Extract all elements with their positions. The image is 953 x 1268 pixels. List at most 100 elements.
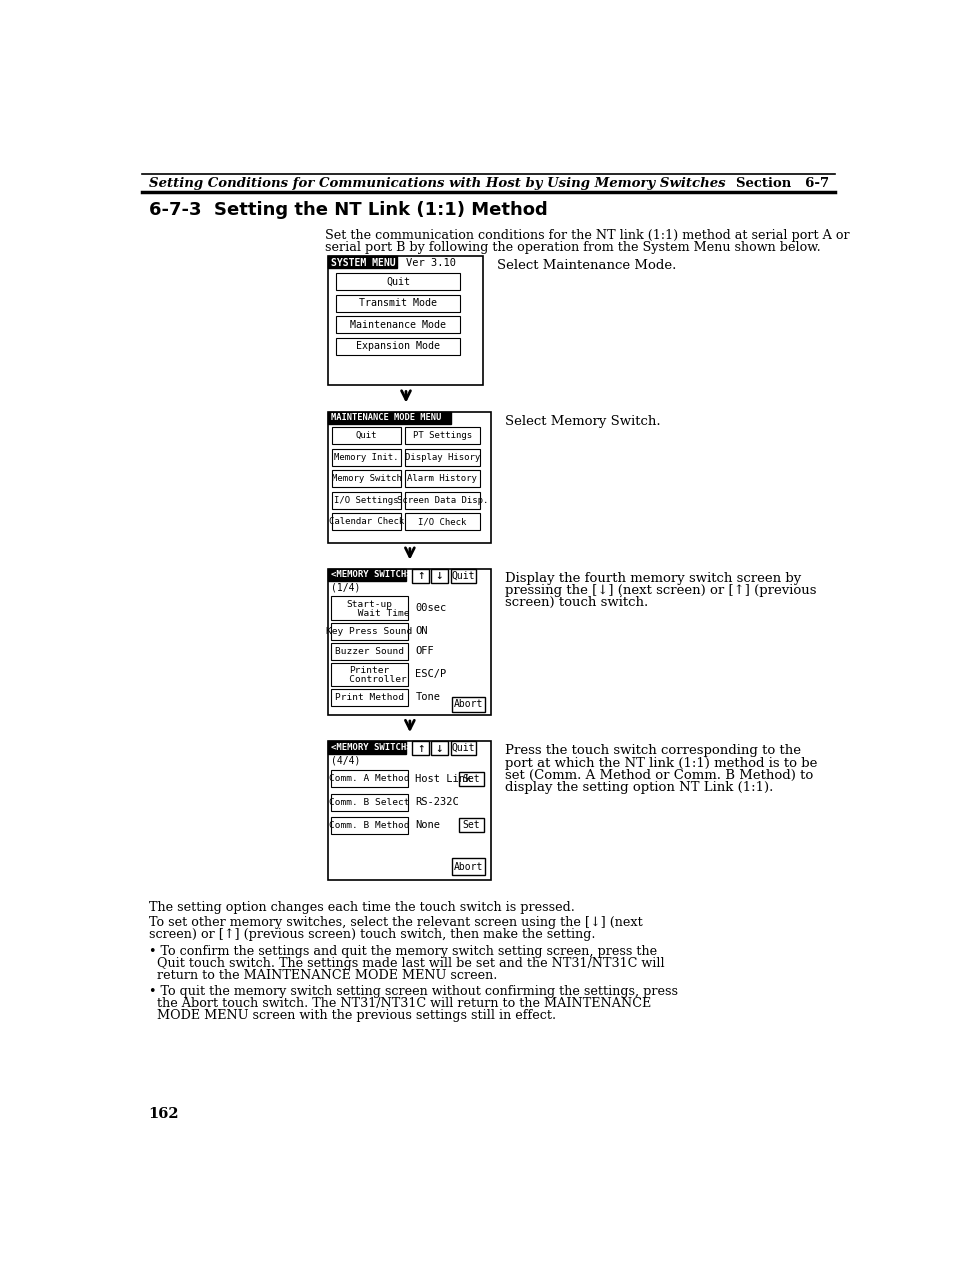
Text: screen) touch switch.: screen) touch switch. (505, 596, 648, 610)
Bar (328, 256, 396, 269)
Bar (328, 412, 491, 543)
Bar (458, 772, 483, 786)
Text: Quit: Quit (355, 431, 376, 440)
Bar (332, 514, 400, 530)
Text: Expansion Mode: Expansion Mode (355, 341, 439, 351)
Bar (405, 492, 479, 508)
Bar (405, 427, 479, 444)
Text: Set: Set (462, 773, 479, 784)
Bar (331, 623, 408, 639)
Text: Quit: Quit (451, 743, 475, 753)
Text: I/O Check: I/O Check (417, 517, 466, 526)
Text: Tone: Tone (415, 692, 440, 702)
Bar (332, 427, 400, 444)
Text: Start-up: Start-up (346, 600, 393, 609)
Text: Key Press Sound: Key Press Sound (326, 626, 413, 635)
Bar (331, 771, 408, 787)
Text: ESC/P: ESC/P (415, 670, 446, 680)
Text: Wait Time: Wait Time (329, 609, 410, 618)
Text: 00sec: 00sec (415, 604, 446, 612)
Text: ↓: ↓ (436, 569, 442, 582)
Text: SYSTEM MENU: SYSTEM MENU (331, 257, 395, 268)
Text: 6-7-3  Setting the NT Link (1:1) Method: 6-7-3 Setting the NT Link (1:1) Method (149, 200, 547, 218)
Text: port at which the NT link (1:1) method is to be: port at which the NT link (1:1) method i… (505, 757, 817, 770)
Text: Set the communication conditions for the NT link (1:1) method at serial port A o: Set the communication conditions for the… (324, 230, 848, 242)
Text: Select Memory Switch.: Select Memory Switch. (505, 415, 660, 427)
Bar (412, 569, 429, 582)
Text: Comm. B Method: Comm. B Method (329, 820, 410, 829)
Text: Controller: Controller (332, 675, 407, 683)
Bar (405, 470, 479, 487)
Bar (328, 256, 483, 385)
Text: Buzzer Sound: Buzzer Sound (335, 647, 404, 656)
Text: Set: Set (462, 820, 479, 831)
Text: Section   6-7: Section 6-7 (736, 176, 828, 190)
Bar (405, 514, 479, 530)
Text: ON: ON (415, 626, 427, 637)
Text: <MEMORY SWITCH>: <MEMORY SWITCH> (331, 571, 411, 579)
Text: serial port B by following the operation from the System Menu shown below.: serial port B by following the operation… (324, 241, 820, 255)
Text: return to the MAINTENANCE MODE MENU screen.: return to the MAINTENANCE MODE MENU scre… (149, 969, 497, 981)
Bar (328, 742, 406, 753)
Text: Transmit Mode: Transmit Mode (359, 298, 436, 308)
Bar (431, 742, 447, 754)
Text: To set other memory switches, select the relevant screen using the [↓] (next: To set other memory switches, select the… (149, 917, 641, 929)
Bar (431, 569, 447, 582)
Text: (4/4): (4/4) (331, 754, 360, 765)
Bar (451, 569, 476, 582)
Bar (331, 794, 408, 810)
Text: PT Settings: PT Settings (413, 431, 472, 440)
Bar (331, 663, 408, 686)
Text: Printer: Printer (349, 666, 389, 676)
Text: MAINTENANCE MODE MENU: MAINTENANCE MODE MENU (331, 413, 440, 422)
Text: pressing the [↓] (next screen) or [↑] (previous: pressing the [↓] (next screen) or [↑] (p… (505, 585, 816, 597)
Bar (412, 742, 429, 754)
Text: <MEMORY SWITCH>: <MEMORY SWITCH> (331, 743, 411, 752)
Text: Comm. B Select: Comm. B Select (329, 798, 410, 806)
Text: (1/4): (1/4) (331, 582, 360, 592)
Text: the Abort touch switch. The NT31/NT31C will return to the MAINTENANCE: the Abort touch switch. The NT31/NT31C w… (149, 997, 650, 1011)
Text: set (Comm. A Method or Comm. B Method) to: set (Comm. A Method or Comm. B Method) t… (505, 768, 813, 782)
Bar (332, 470, 400, 487)
Text: Setting Conditions for Communications with Host by Using Memory Switches: Setting Conditions for Communications wi… (149, 176, 724, 190)
Bar (335, 337, 459, 355)
Bar (451, 742, 476, 754)
Bar (328, 569, 406, 581)
Text: 162: 162 (149, 1107, 179, 1121)
Text: ↓: ↓ (436, 742, 442, 754)
Text: display the setting option NT Link (1:1).: display the setting option NT Link (1:1)… (505, 781, 773, 794)
Text: ↑: ↑ (416, 742, 424, 754)
Bar (332, 492, 400, 508)
Text: None: None (415, 820, 440, 831)
Text: MODE MENU screen with the previous settings still in effect.: MODE MENU screen with the previous setti… (149, 1009, 556, 1022)
Text: Select Maintenance Mode.: Select Maintenance Mode. (497, 259, 676, 273)
Text: I/O Settings: I/O Settings (334, 496, 398, 505)
Bar (452, 696, 484, 711)
Bar (331, 689, 408, 706)
Bar (458, 818, 483, 832)
Text: Quit: Quit (386, 276, 410, 287)
Bar (335, 273, 459, 290)
Text: Calendar Check: Calendar Check (329, 517, 404, 526)
Bar (331, 817, 408, 833)
Text: screen) or [↑] (previous screen) touch switch, then make the setting.: screen) or [↑] (previous screen) touch s… (149, 928, 595, 941)
Text: • To confirm the settings and quit the memory switch setting screen, press the: • To confirm the settings and quit the m… (149, 945, 656, 957)
Text: Press the touch switch corresponding to the: Press the touch switch corresponding to … (505, 744, 801, 757)
Bar (328, 569, 491, 715)
Bar (332, 449, 400, 465)
Text: Maintenance Mode: Maintenance Mode (350, 320, 446, 330)
Text: Display the fourth memory switch screen by: Display the fourth memory switch screen … (505, 572, 801, 585)
Text: The setting option changes each time the touch switch is pressed.: The setting option changes each time the… (149, 902, 574, 914)
Text: Abort: Abort (454, 862, 483, 871)
Text: Host Link: Host Link (415, 773, 471, 784)
Bar (328, 742, 491, 880)
Bar (328, 412, 451, 424)
Bar (335, 294, 459, 312)
Text: Screen Data Disp.: Screen Data Disp. (396, 496, 488, 505)
Text: Memory Init.: Memory Init. (334, 453, 398, 462)
Text: Comm. A Method: Comm. A Method (329, 775, 410, 784)
Text: Ver 3.10: Ver 3.10 (406, 257, 456, 268)
Bar (331, 596, 408, 620)
Bar (452, 858, 484, 875)
Text: Quit: Quit (451, 571, 475, 581)
